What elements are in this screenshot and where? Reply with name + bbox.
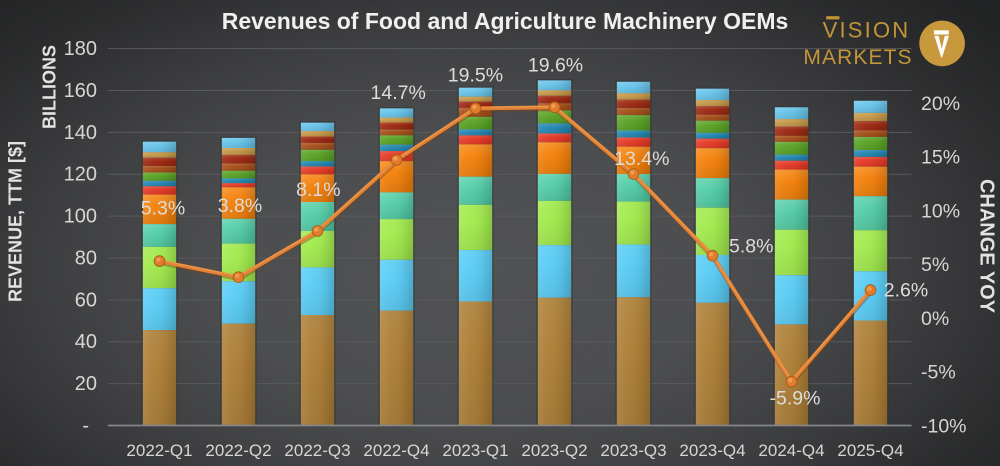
svg-text:2023-Q1: 2023-Q1 (442, 441, 508, 460)
svg-text:160: 160 (64, 80, 97, 102)
svg-text:REVENUE, TTM [$]: REVENUE, TTM [$] (6, 141, 26, 302)
svg-text:VISION: VISION (823, 18, 911, 43)
svg-text:CHANGE YOY: CHANGE YOY (976, 179, 998, 314)
svg-text:80: 80 (75, 248, 97, 270)
svg-text:2024-Q4: 2024-Q4 (758, 441, 824, 460)
svg-text:-: - (82, 415, 89, 437)
svg-text:14.7%: 14.7% (371, 82, 426, 104)
svg-text:13.4%: 13.4% (614, 148, 669, 170)
svg-text:15%: 15% (921, 147, 960, 169)
svg-text:-10%: -10% (921, 416, 967, 438)
svg-text:20: 20 (75, 373, 97, 395)
svg-text:10%: 10% (921, 200, 960, 222)
svg-text:0%: 0% (921, 308, 949, 330)
svg-text:2022-Q4: 2022-Q4 (363, 441, 429, 460)
svg-text:5%: 5% (921, 254, 949, 276)
svg-text:2.6%: 2.6% (884, 279, 928, 301)
svg-text:-5%: -5% (921, 362, 956, 384)
svg-text:60: 60 (75, 289, 97, 311)
svg-text:120: 120 (64, 164, 97, 186)
svg-text:100: 100 (64, 206, 97, 228)
svg-text:5.8%: 5.8% (729, 235, 773, 257)
svg-text:Revenues of Food and Agricultu: Revenues of Food and Agriculture Machine… (222, 8, 789, 34)
svg-text:2025-Q4: 2025-Q4 (837, 441, 903, 460)
svg-text:2022-Q1: 2022-Q1 (126, 441, 192, 460)
svg-text:2023-Q3: 2023-Q3 (600, 441, 666, 460)
svg-text:5.3%: 5.3% (141, 197, 185, 219)
svg-text:140: 140 (64, 122, 97, 144)
svg-text:19.6%: 19.6% (528, 55, 583, 77)
svg-text:-5.9%: -5.9% (770, 387, 821, 409)
svg-text:180: 180 (64, 38, 97, 60)
svg-text:2022-Q2: 2022-Q2 (205, 441, 271, 460)
svg-text:3.8%: 3.8% (218, 195, 262, 217)
svg-text:19.5%: 19.5% (448, 65, 503, 87)
svg-text:2023-Q4: 2023-Q4 (679, 441, 745, 460)
svg-text:MARKETS: MARKETS (803, 46, 912, 69)
svg-text:2022-Q3: 2022-Q3 (284, 441, 350, 460)
svg-text:40: 40 (75, 331, 97, 353)
svg-text:20%: 20% (921, 93, 960, 115)
svg-text:8.1%: 8.1% (296, 179, 340, 201)
svg-text:2023-Q2: 2023-Q2 (521, 441, 587, 460)
svg-text:BILLIONS: BILLIONS (40, 45, 60, 129)
